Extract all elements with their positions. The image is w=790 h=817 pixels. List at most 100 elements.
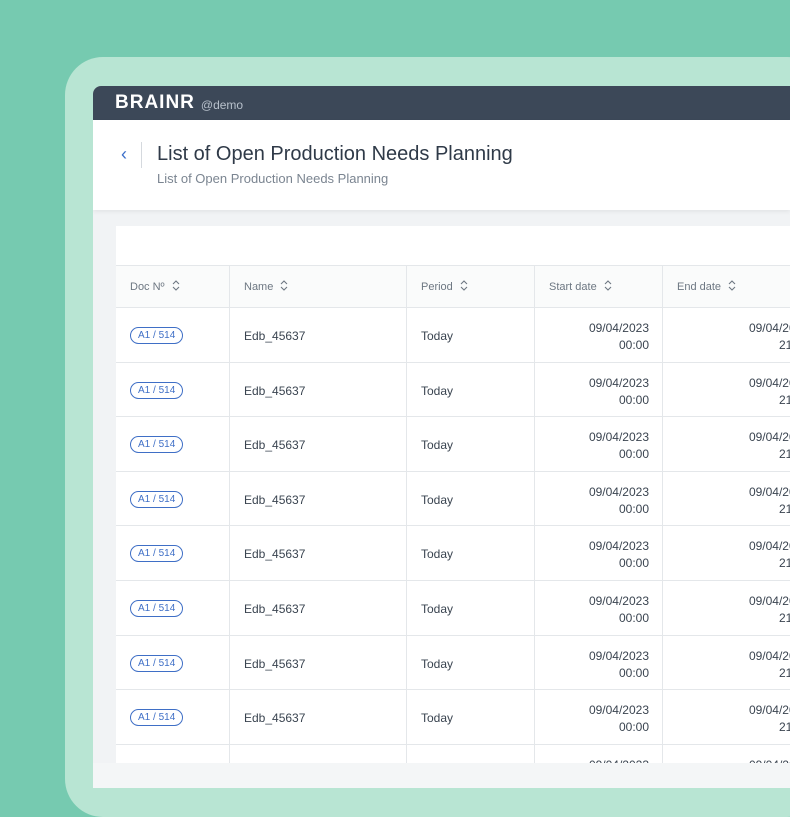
time: 21:00 (778, 338, 790, 352)
screen: BRAINR @demo ‹ List of Open Production N… (65, 57, 790, 817)
table-cell: Edb_45637 (230, 581, 407, 635)
table-cell: A1 / 514 (116, 471, 230, 526)
separator (141, 142, 142, 168)
time: 00:00 (618, 720, 649, 735)
column-label: End date (677, 280, 722, 293)
date: 09/04/2023 (588, 375, 649, 390)
sort-icon[interactable] (604, 279, 612, 294)
time: 00:00 (618, 447, 649, 462)
period: Today (421, 438, 454, 453)
table-card: Doc Nº Name Period Start date End date A1 / 5… (116, 226, 790, 763)
date: 09/04/2023 (588, 703, 649, 718)
table-cell: 09/04/202321:00 (663, 581, 790, 635)
app-window: BRAINR @demo ‹ List of Open Production N… (93, 86, 790, 763)
date-time: 09/04/2023 00:00 (589, 648, 649, 682)
column-label: Doc Nº (130, 280, 165, 293)
table-row[interactable]: A1 / 514Edb_45637Today09/04/202300:0009/… (116, 744, 790, 763)
column-header[interactable]: Period (407, 266, 535, 307)
sort-icon[interactable] (172, 279, 180, 294)
table-cell: A1 / 514 (116, 362, 230, 417)
table-row[interactable]: A1 / 514 Edb_45637 Today 09/04/2023 00:00 09/… (116, 581, 790, 636)
date: 09/04/2023 (748, 321, 790, 335)
time: 21:00 (778, 392, 790, 407)
date: 09/04/2023 (748, 375, 790, 390)
time: 21:00 (778, 556, 790, 571)
column-header[interactable]: Doc Nº (116, 266, 230, 307)
date-time: 09/04/202321:00 (749, 429, 790, 463)
date: 09/04/2023 (588, 648, 649, 663)
table-cell: A1 / 514 (116, 581, 230, 635)
doc-tag[interactable]: A1 / 514 (130, 490, 184, 508)
date-time: 09/04/202321:00 (749, 757, 790, 763)
date: 09/04/2023 (588, 430, 649, 445)
table-cell: Today (407, 362, 535, 417)
date-time: 09/04/2023 00:00 (589, 702, 649, 736)
doc-tag[interactable]: A1 / 514 (130, 654, 184, 672)
column-header[interactable]: Start date (535, 266, 663, 307)
date: 09/04/2023 (748, 539, 790, 554)
table-cell: Edb_45637 (230, 690, 407, 744)
period: Today (421, 656, 454, 671)
table-cell: 09/04/202321:00 (663, 745, 790, 763)
doc-tag[interactable]: A1 / 514 (130, 600, 184, 617)
date-time: 09/04/2023 21:00 (749, 702, 790, 736)
bottom-fade (93, 763, 790, 788)
sort-icon[interactable] (280, 279, 288, 294)
time: 21:00 (778, 665, 790, 680)
doc-tag[interactable]: A1 / 514 (130, 327, 184, 344)
time: 21:00 (778, 720, 790, 735)
table-cell: Edb_45637 (230, 526, 407, 580)
brand: BRAINR (115, 92, 195, 113)
name: Edb_45637 (244, 602, 306, 616)
table-cell: 09/04/202321:00 (663, 636, 790, 690)
sort-icon[interactable] (728, 279, 736, 294)
table-cell: Today (407, 471, 535, 526)
period: Today (421, 383, 454, 398)
time: 00:00 (618, 611, 649, 625)
doc-tag[interactable]: A1 / 514 (130, 381, 184, 399)
date-time: 09/04/2023 00:00 (589, 429, 649, 463)
column-header[interactable]: End date (663, 266, 790, 307)
period: Today (421, 602, 454, 616)
doc-tag[interactable]: A1 / 514 (130, 436, 184, 454)
name: Edb_45637 (244, 438, 306, 453)
table-cell: 09/04/2023 21:00 (663, 690, 790, 744)
page-header: ‹ List of Open Production Needs Planning… (93, 120, 790, 210)
table-cell: Today (407, 417, 535, 471)
back-button[interactable]: ‹ (121, 144, 127, 164)
period: Today (421, 547, 454, 562)
date: 09/04/2023 (748, 703, 790, 718)
page-title: List of Open Production Needs Planning (157, 143, 513, 165)
date: 09/04/2023 (748, 594, 790, 608)
table-cell: Edb_45637 (230, 417, 407, 471)
time: 00:00 (618, 665, 649, 680)
table-header: Doc Nº Name Period Start date End date (116, 266, 790, 308)
doc-tag[interactable]: A1 / 514 (130, 545, 184, 563)
table-cell: Edb_45637 (230, 362, 407, 417)
column-header[interactable]: Name (230, 266, 407, 307)
sort-icon[interactable] (460, 279, 468, 294)
date: 09/04/2023 (588, 539, 649, 554)
table-cell: A1 / 514 (116, 308, 230, 362)
time: 21:00 (778, 447, 790, 462)
column-label: Name (244, 280, 274, 293)
doc-tag[interactable]: A1 / 514 (130, 709, 184, 727)
name: Edb_45637 (244, 492, 306, 507)
table-cell: 09/04/2023 00:00 (535, 690, 663, 744)
date-time: 09/04/2023 21:00 (749, 375, 790, 409)
